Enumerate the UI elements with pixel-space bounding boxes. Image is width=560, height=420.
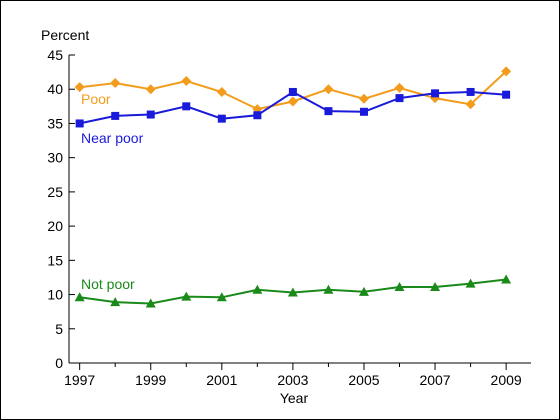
y-tick-label: 35 bbox=[47, 115, 63, 131]
not-poor-point bbox=[501, 274, 512, 284]
poor-series-label: Poor bbox=[81, 91, 111, 107]
x-tick-label: 1999 bbox=[135, 372, 166, 388]
near-poor-point bbox=[359, 107, 368, 116]
not-poor-point bbox=[145, 298, 156, 308]
near-poor-point bbox=[324, 107, 333, 116]
y-tick-label: 0 bbox=[55, 355, 63, 371]
poor-point bbox=[181, 76, 192, 87]
poor-point bbox=[145, 84, 156, 95]
not-poor-point bbox=[110, 297, 121, 307]
near-poor-point bbox=[182, 102, 191, 111]
y-tick-label: 30 bbox=[47, 150, 63, 166]
x-axis-title: Year bbox=[280, 390, 309, 406]
near-poor-point bbox=[217, 114, 226, 123]
y-axis-ticks: 0 5 10 15 20 25 30 35 40 45 bbox=[47, 47, 75, 371]
near-poor-point bbox=[395, 94, 404, 103]
y-axis-title: Percent bbox=[41, 27, 89, 43]
x-tick-label: 2007 bbox=[419, 372, 450, 388]
not-poor-point bbox=[394, 282, 405, 292]
not-poor-point bbox=[323, 284, 334, 294]
x-tick-label: 2003 bbox=[277, 372, 308, 388]
series-markers bbox=[74, 66, 512, 308]
poor-point bbox=[501, 66, 512, 77]
y-tick-label: 20 bbox=[47, 218, 63, 234]
x-tick-label: 1997 bbox=[64, 372, 95, 388]
y-tick-label: 5 bbox=[55, 321, 63, 337]
near-poor-point bbox=[253, 111, 262, 120]
not-poor-point bbox=[287, 287, 298, 297]
near-poor-point bbox=[466, 87, 475, 96]
near-poor-point bbox=[111, 111, 120, 120]
near-poor-point bbox=[288, 87, 297, 96]
poor-point bbox=[216, 86, 227, 97]
not-poor-point bbox=[216, 292, 227, 302]
not-poor-point bbox=[252, 284, 263, 294]
y-tick-label: 15 bbox=[47, 252, 63, 268]
poor-point bbox=[394, 82, 405, 93]
x-axis-ticks: 1997 1999 2001 2003 2005 2007 2009 bbox=[64, 363, 522, 388]
not-poor-series-label: Not poor bbox=[81, 276, 135, 292]
series-labels: Poor Near poor Not poor bbox=[81, 91, 144, 292]
y-tick-label: 45 bbox=[47, 47, 63, 63]
not-poor-point bbox=[181, 291, 192, 301]
near-poor-point bbox=[75, 119, 84, 128]
not-poor-point bbox=[74, 292, 85, 302]
axes bbox=[68, 55, 531, 364]
not-poor-point bbox=[465, 278, 476, 288]
y-tick-label: 40 bbox=[47, 81, 63, 97]
x-tick-label: 2005 bbox=[348, 372, 379, 388]
poor-point bbox=[110, 78, 121, 89]
y-tick-label: 10 bbox=[47, 287, 63, 303]
poor-point bbox=[323, 84, 334, 95]
x-tick-label: 2001 bbox=[206, 372, 237, 388]
poor-point bbox=[465, 99, 476, 110]
poor-point bbox=[74, 82, 85, 93]
not-poor-point bbox=[430, 282, 441, 292]
x-tick-label: 2009 bbox=[491, 372, 522, 388]
poor-point bbox=[358, 93, 369, 104]
near-poor-series-label: Near poor bbox=[81, 130, 144, 146]
y-tick-label: 25 bbox=[47, 184, 63, 200]
near-poor-point bbox=[146, 110, 155, 119]
not-poor-point bbox=[358, 286, 369, 296]
poor-point bbox=[287, 96, 298, 107]
near-poor-point bbox=[502, 90, 511, 99]
near-poor-point bbox=[431, 89, 440, 98]
